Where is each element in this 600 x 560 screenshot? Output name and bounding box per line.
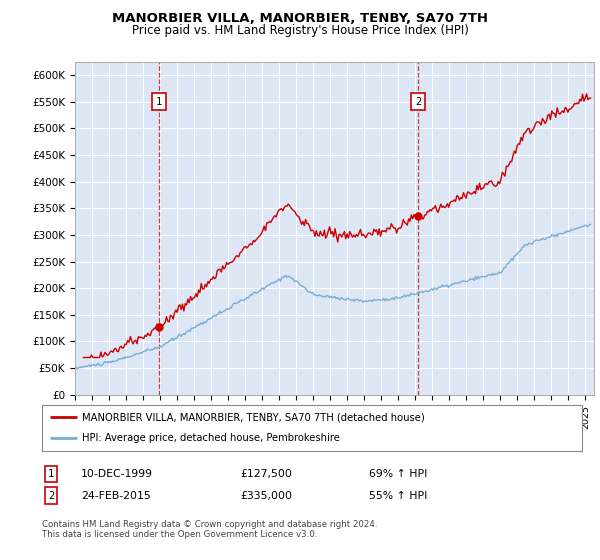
Text: £127,500: £127,500 — [240, 469, 292, 479]
Text: £335,000: £335,000 — [240, 491, 292, 501]
Text: 2: 2 — [415, 96, 421, 106]
Text: HPI: Average price, detached house, Pembrokeshire: HPI: Average price, detached house, Pemb… — [83, 433, 340, 444]
Text: 24-FEB-2015: 24-FEB-2015 — [81, 491, 151, 501]
Text: MANORBIER VILLA, MANORBIER, TENBY, SA70 7TH (detached house): MANORBIER VILLA, MANORBIER, TENBY, SA70 … — [83, 412, 425, 422]
Text: 1: 1 — [156, 96, 162, 106]
Text: Contains HM Land Registry data © Crown copyright and database right 2024.
This d: Contains HM Land Registry data © Crown c… — [42, 520, 377, 539]
Text: 2: 2 — [48, 491, 54, 501]
Text: 69% ↑ HPI: 69% ↑ HPI — [369, 469, 427, 479]
Text: Price paid vs. HM Land Registry's House Price Index (HPI): Price paid vs. HM Land Registry's House … — [131, 24, 469, 37]
Text: MANORBIER VILLA, MANORBIER, TENBY, SA70 7TH: MANORBIER VILLA, MANORBIER, TENBY, SA70 … — [112, 12, 488, 25]
Text: 55% ↑ HPI: 55% ↑ HPI — [369, 491, 427, 501]
Text: 1: 1 — [48, 469, 54, 479]
Text: 10-DEC-1999: 10-DEC-1999 — [81, 469, 153, 479]
